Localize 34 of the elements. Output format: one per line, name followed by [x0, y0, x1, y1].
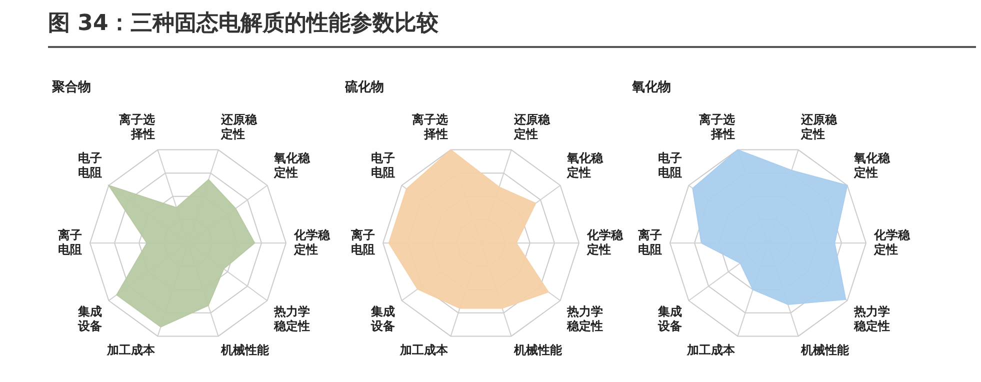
spoke-label: 集成设备	[370, 304, 396, 334]
spoke-label: 还原稳定性	[512, 112, 551, 142]
spoke-label: 热力学稳定性	[852, 304, 890, 334]
spoke-label: 离子电阻	[57, 228, 82, 256]
spoke-label: 离子选择性	[698, 112, 736, 142]
spoke-label: 电子电阻	[658, 151, 682, 180]
spoke-label: 集成设备	[657, 304, 682, 334]
spoke-label: 离子选择性	[118, 112, 156, 142]
chart-title: 硫化物	[344, 79, 384, 96]
spoke-label: 加工成本	[686, 343, 736, 358]
spoke-label: 还原稳定性	[800, 112, 838, 142]
spoke-label: 机械性能	[800, 343, 850, 358]
chart-title: 聚合物	[51, 79, 91, 96]
spoke-label: 机械性能	[220, 343, 270, 358]
spoke-label: 离子电阻	[350, 228, 375, 256]
spoke-label: 氧化稳定性	[272, 151, 311, 180]
spoke-label: 热力学稳定性	[272, 304, 310, 334]
spoke-label: 化学稳定性	[873, 228, 911, 256]
spoke-label: 离子电阻	[637, 228, 662, 256]
spoke-label: 热力学稳定性	[566, 304, 603, 334]
spoke-label: 化学稳定性	[293, 228, 331, 256]
spoke-label: 氧化稳定性	[852, 151, 891, 180]
spoke-label: 还原稳定性	[220, 112, 258, 142]
spoke-label: 电子电阻	[78, 151, 102, 180]
spoke-label: 加工成本	[399, 343, 450, 358]
spoke-label: 机械性能	[512, 343, 563, 358]
spoke-label: 集成设备	[77, 304, 102, 334]
spoke-label: 化学稳定性	[586, 228, 624, 256]
spoke-label: 离子选择性	[411, 112, 448, 142]
spoke-label: 加工成本	[106, 343, 156, 358]
chart-title: 氧化物	[631, 80, 671, 96]
spoke-label: 氧化稳定性	[566, 151, 604, 180]
caption: 图 34：三种固态电解质的性能参数比较	[48, 8, 976, 48]
spoke-label: 电子电阻	[371, 151, 396, 180]
